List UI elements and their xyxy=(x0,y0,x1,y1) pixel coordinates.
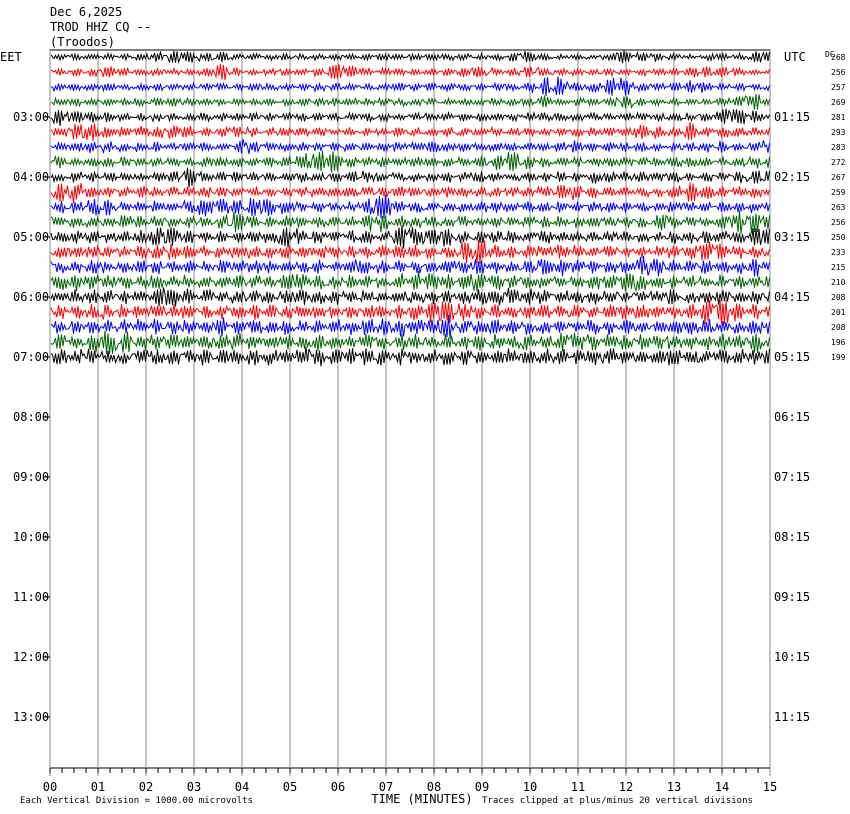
trace xyxy=(50,108,770,127)
x-tick-label: 14 xyxy=(715,780,729,794)
trace xyxy=(50,270,770,293)
dc-offset: 233 xyxy=(831,248,846,257)
x-tick-label: 12 xyxy=(619,780,633,794)
trace xyxy=(50,50,770,64)
x-tick-label: 09 xyxy=(475,780,489,794)
right-tick-label: 10:15 xyxy=(774,650,810,664)
dc-offset: 199 xyxy=(831,353,846,362)
left-tick-label: 05:00 xyxy=(13,230,49,244)
plot-frame xyxy=(49,49,771,769)
trace xyxy=(50,150,770,173)
trace xyxy=(50,121,770,142)
trace xyxy=(50,240,770,264)
right-tick-label: 11:15 xyxy=(774,710,810,724)
dc-offset: 196 xyxy=(831,338,846,347)
left-tick-label: 12:00 xyxy=(13,650,49,664)
dc-offset: 267 xyxy=(831,173,846,182)
left-tick-label: 04:00 xyxy=(13,170,49,184)
x-tick-label: 02 xyxy=(139,780,153,794)
trace xyxy=(50,76,770,97)
dc-offset: 256 xyxy=(831,218,846,227)
x-tick-label: 15 xyxy=(763,780,777,794)
trace xyxy=(50,63,770,81)
right-tick-label: 06:15 xyxy=(774,410,810,424)
footer-right: Traces clipped at plus/minus 20 vertical… xyxy=(482,796,753,806)
dc-offset: 250 xyxy=(831,233,846,242)
left-tick-label: 08:00 xyxy=(13,410,49,424)
dc-offset: 215 xyxy=(831,263,846,272)
dc-label: DC xyxy=(825,50,835,59)
right-tick-label: 08:15 xyxy=(774,530,810,544)
footer-left: Each Vertical Division = 1000.00 microvo… xyxy=(20,796,253,806)
x-tick-label: 10 xyxy=(523,780,537,794)
station: TROD HHZ CQ -- xyxy=(50,20,151,34)
trace xyxy=(50,210,770,235)
right-tick-label: 01:15 xyxy=(774,110,810,124)
dc-offset: 257 xyxy=(831,83,846,92)
left-axis-label: EET xyxy=(0,50,22,64)
dc-offset: 293 xyxy=(831,128,846,137)
location: (Troodos) xyxy=(50,35,115,49)
x-tick-label: 03 xyxy=(187,780,201,794)
x-tick-label: 06 xyxy=(331,780,345,794)
x-tick-label: 13 xyxy=(667,780,681,794)
x-tick-label: 05 xyxy=(283,780,297,794)
right-tick-label: 07:15 xyxy=(774,470,810,484)
dc-offset: 256 xyxy=(831,68,846,77)
dc-offset: 208 xyxy=(831,323,846,332)
left-tick-label: 13:00 xyxy=(13,710,49,724)
x-tick-label: 11 xyxy=(571,780,585,794)
dc-offset: 208 xyxy=(831,293,846,302)
dc-offset: 283 xyxy=(831,143,846,152)
dc-offset: 281 xyxy=(831,113,846,122)
trace xyxy=(50,224,770,249)
x-tick-label: 00 xyxy=(43,780,57,794)
trace xyxy=(50,314,770,339)
left-tick-label: 03:00 xyxy=(13,110,49,124)
trace xyxy=(50,194,770,219)
trace xyxy=(50,330,770,355)
dc-offset: 210 xyxy=(831,278,846,287)
dc-offset: 201 xyxy=(831,308,846,317)
dc-offset: 272 xyxy=(831,158,846,167)
date: Dec 6,2025 xyxy=(50,5,122,19)
left-tick-label: 10:00 xyxy=(13,530,49,544)
left-tick-label: 11:00 xyxy=(13,590,49,604)
dc-offset: 263 xyxy=(831,203,846,212)
right-tick-label: 05:15 xyxy=(774,350,810,364)
right-tick-label: 02:15 xyxy=(774,170,810,184)
x-tick-label: 01 xyxy=(91,780,105,794)
left-tick-label: 09:00 xyxy=(13,470,49,484)
trace xyxy=(50,287,770,307)
right-tick-label: 03:15 xyxy=(774,230,810,244)
dc-offset: 259 xyxy=(831,188,846,197)
trace xyxy=(50,299,770,325)
x-tick-label: 04 xyxy=(235,780,249,794)
trace xyxy=(50,138,770,155)
trace xyxy=(50,93,770,110)
right-axis-label: UTC xyxy=(784,50,806,64)
left-tick-label: 07:00 xyxy=(13,350,49,364)
trace xyxy=(50,346,770,367)
dc-offset: 269 xyxy=(831,98,846,107)
dc-offset: 268 xyxy=(831,53,846,62)
trace xyxy=(50,256,770,277)
right-tick-label: 04:15 xyxy=(774,290,810,304)
left-tick-label: 06:00 xyxy=(13,290,49,304)
x-tick-label: 08 xyxy=(427,780,441,794)
right-tick-label: 09:15 xyxy=(774,590,810,604)
x-axis-label: TIME (MINUTES) xyxy=(371,792,472,806)
x-tick-label: 07 xyxy=(379,780,393,794)
trace xyxy=(50,167,770,188)
trace xyxy=(50,182,770,204)
